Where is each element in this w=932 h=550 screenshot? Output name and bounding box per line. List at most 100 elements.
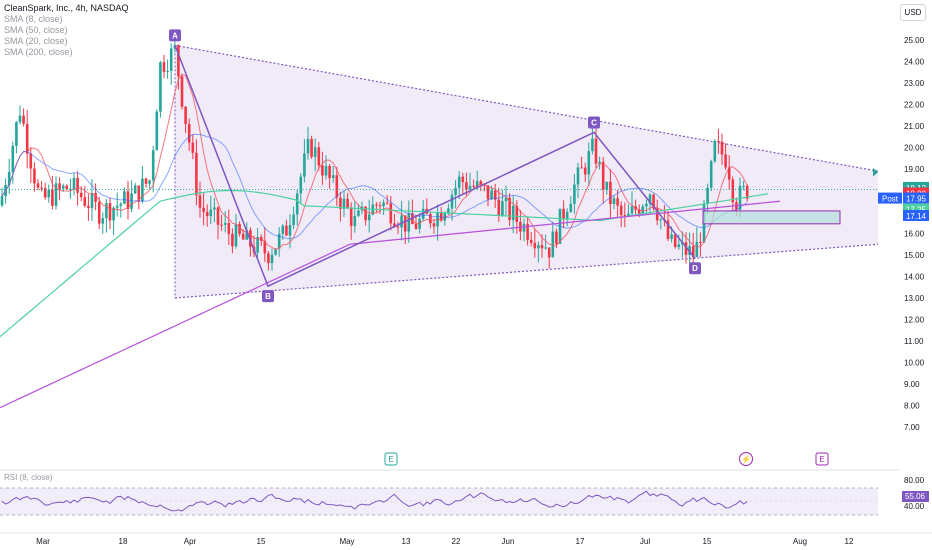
candle-body: [659, 219, 663, 221]
candle-body: [414, 224, 418, 229]
candle: [22, 108, 25, 127]
candle: [331, 166, 335, 184]
candle-body: [349, 207, 353, 226]
event-marker-label: E: [819, 455, 824, 464]
currency-button[interactable]: USD: [900, 4, 926, 21]
y-tick-label: 23.00: [904, 79, 925, 88]
candle-body: [457, 176, 461, 188]
candle: [616, 189, 619, 218]
candle-body: [18, 115, 22, 123]
candle-body: [115, 205, 119, 208]
candle-body: [504, 197, 508, 202]
indicator-sma-50[interactable]: SMA (50, close): [4, 25, 68, 35]
candle: [115, 192, 119, 217]
rsi-line: [1, 490, 748, 512]
rsi-band: [0, 488, 878, 515]
candle-body: [223, 222, 227, 225]
candle: [537, 241, 540, 263]
candle: [403, 215, 407, 245]
candle: [285, 219, 288, 237]
candle: [583, 162, 587, 182]
candle-body: [645, 203, 648, 207]
candle: [25, 109, 29, 169]
candle-body: [220, 224, 223, 226]
candle: [378, 201, 382, 215]
x-tick-label: Aug: [793, 537, 807, 546]
candle: [72, 173, 76, 196]
y-tick-label: 20.00: [904, 144, 925, 153]
pattern-point-badge: [588, 116, 600, 129]
candle-body: [202, 207, 205, 212]
indicator-sma-8[interactable]: SMA (8, close): [4, 14, 63, 24]
candle-body: [396, 226, 400, 228]
candle: [605, 181, 609, 195]
pattern-point-d: D: [689, 262, 701, 275]
candle: [619, 201, 623, 228]
candle-body: [97, 201, 101, 224]
candle-body: [317, 147, 321, 166]
rsi-current-bg: [902, 491, 929, 502]
candle-body: [630, 206, 634, 214]
chart-title: CleanSpark, Inc., 4h, NASDAQ: [4, 3, 129, 13]
candle: [51, 175, 54, 210]
candle-body: [15, 122, 18, 146]
candle-body: [292, 214, 295, 226]
candle-body: [43, 187, 47, 198]
y-tick-label: 14.00: [904, 273, 925, 282]
sma-50-line: [0, 189, 769, 338]
candle-body: [465, 182, 468, 190]
x-tick-label: 18: [119, 537, 128, 546]
pattern-point-b: B: [262, 290, 274, 303]
candle: [97, 196, 101, 229]
candle: [292, 206, 295, 230]
candle-body: [288, 225, 292, 236]
candle-body: [508, 197, 511, 221]
candle: [475, 170, 479, 190]
candle-body: [573, 184, 576, 204]
x-tick-label: Jul: [640, 537, 650, 546]
candle-body: [184, 106, 187, 125]
candle-body: [162, 62, 166, 72]
candle-body: [670, 234, 673, 239]
candle-body: [180, 76, 184, 107]
candle: [612, 195, 616, 210]
candle-body: [51, 189, 54, 206]
candle-body: [375, 204, 378, 206]
sma-200-line: [0, 200, 781, 409]
candle: [295, 189, 299, 226]
candle-body: [637, 209, 641, 214]
candle-body: [76, 177, 79, 193]
candle-body: [177, 45, 180, 77]
x-tick-label: 17: [576, 537, 585, 546]
candle-body: [641, 206, 645, 214]
candle-body: [209, 209, 213, 217]
candle-body: [69, 188, 72, 190]
indicator-sma-200[interactable]: SMA (200, close): [4, 47, 73, 57]
candle-body: [742, 185, 745, 187]
candle-body: [493, 190, 497, 200]
candle: [321, 151, 324, 185]
candle: [569, 196, 573, 213]
candle: [270, 248, 274, 271]
candle: [457, 171, 461, 200]
candle: [432, 219, 436, 234]
candle-body: [447, 208, 450, 214]
indicator-sma-20[interactable]: SMA (20, close): [4, 36, 68, 46]
price-tag-bg: [903, 209, 929, 221]
x-tick-label: 13: [402, 537, 411, 546]
candle-body: [713, 141, 717, 162]
candle: [375, 202, 378, 213]
candle: [367, 199, 371, 233]
candle: [357, 203, 360, 218]
candle-body: [313, 147, 317, 157]
event-marker-label: E: [388, 455, 393, 464]
candle-body: [562, 208, 565, 220]
price-tag-value: 17.14: [906, 212, 927, 221]
candle: [598, 156, 601, 170]
y-tick-label: 10.00: [904, 359, 925, 368]
candle: [691, 233, 695, 268]
candle-body: [87, 205, 90, 208]
candle-body: [270, 254, 274, 264]
candle-body: [364, 206, 367, 221]
